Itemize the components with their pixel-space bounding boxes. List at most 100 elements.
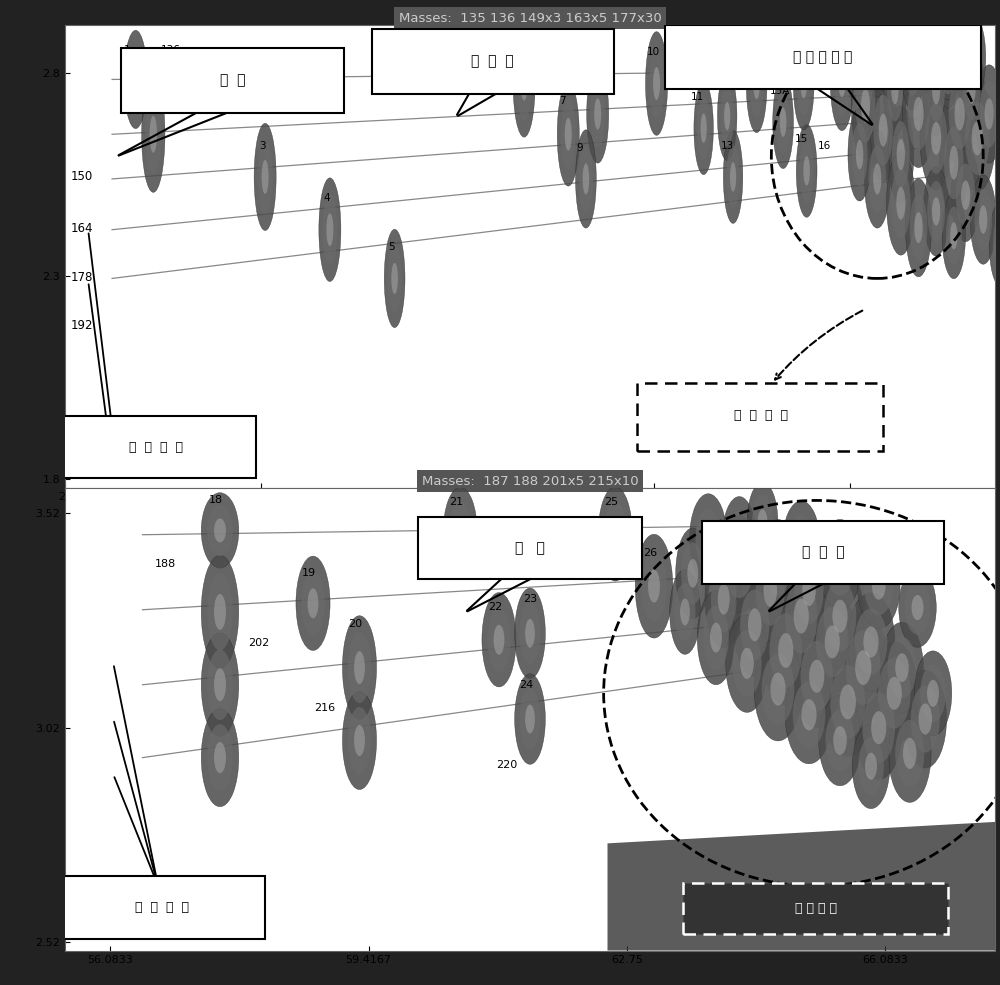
Ellipse shape — [956, 164, 975, 227]
Ellipse shape — [796, 124, 817, 218]
Ellipse shape — [801, 699, 817, 730]
Ellipse shape — [935, 14, 961, 100]
Text: 12: 12 — [718, 80, 731, 90]
Ellipse shape — [932, 197, 940, 226]
Ellipse shape — [846, 630, 881, 705]
Ellipse shape — [961, 180, 970, 210]
Ellipse shape — [687, 558, 698, 588]
Ellipse shape — [907, 78, 930, 151]
Ellipse shape — [576, 130, 596, 229]
Ellipse shape — [868, 146, 886, 213]
Ellipse shape — [561, 98, 576, 169]
Ellipse shape — [950, 223, 958, 249]
Ellipse shape — [726, 615, 768, 712]
Ellipse shape — [726, 145, 740, 209]
Text: 峰  号: 峰 号 — [220, 73, 245, 88]
Ellipse shape — [732, 549, 746, 580]
Ellipse shape — [296, 557, 330, 650]
Ellipse shape — [697, 590, 735, 685]
Ellipse shape — [912, 595, 923, 621]
Ellipse shape — [725, 531, 754, 598]
Ellipse shape — [927, 680, 939, 707]
Ellipse shape — [824, 581, 856, 651]
Ellipse shape — [482, 593, 516, 687]
Text: 6: 6 — [518, 45, 524, 55]
Ellipse shape — [598, 487, 632, 581]
Ellipse shape — [793, 682, 825, 749]
Ellipse shape — [800, 641, 833, 711]
Ellipse shape — [920, 87, 952, 190]
Ellipse shape — [258, 141, 273, 214]
Ellipse shape — [756, 556, 785, 625]
Ellipse shape — [759, 519, 797, 610]
Ellipse shape — [944, 43, 952, 71]
Ellipse shape — [207, 649, 233, 720]
Ellipse shape — [847, 593, 895, 690]
Ellipse shape — [949, 146, 958, 179]
Ellipse shape — [758, 509, 767, 535]
Text: 178: 178 — [71, 271, 93, 284]
Ellipse shape — [878, 658, 911, 729]
Ellipse shape — [520, 689, 540, 750]
Ellipse shape — [710, 623, 722, 653]
Ellipse shape — [902, 60, 935, 167]
Ellipse shape — [879, 113, 888, 147]
Ellipse shape — [874, 44, 881, 70]
Ellipse shape — [939, 28, 957, 87]
Ellipse shape — [911, 686, 940, 753]
Text: 18: 18 — [209, 494, 223, 504]
Ellipse shape — [718, 583, 730, 615]
Ellipse shape — [903, 738, 917, 769]
Text: 15A: 15A — [770, 86, 790, 96]
Ellipse shape — [384, 230, 405, 328]
Text: 202: 202 — [248, 638, 269, 648]
Text: 216: 216 — [314, 702, 335, 712]
Ellipse shape — [872, 572, 886, 600]
Ellipse shape — [909, 51, 916, 80]
FancyBboxPatch shape — [702, 521, 944, 584]
Ellipse shape — [747, 483, 778, 561]
Ellipse shape — [920, 665, 946, 722]
Ellipse shape — [785, 666, 833, 763]
Text: 23: 23 — [523, 594, 537, 604]
Ellipse shape — [864, 130, 890, 229]
Ellipse shape — [838, 613, 889, 722]
Ellipse shape — [675, 583, 695, 641]
Ellipse shape — [825, 709, 855, 771]
Ellipse shape — [773, 76, 793, 168]
Ellipse shape — [753, 68, 760, 99]
Ellipse shape — [785, 579, 818, 653]
Ellipse shape — [515, 588, 545, 679]
Ellipse shape — [718, 516, 761, 614]
Ellipse shape — [681, 543, 704, 604]
Ellipse shape — [906, 178, 931, 277]
Text: 1: 1 — [123, 45, 130, 55]
Ellipse shape — [972, 121, 983, 156]
Ellipse shape — [214, 594, 226, 629]
Ellipse shape — [967, 43, 976, 71]
Ellipse shape — [793, 37, 814, 130]
Ellipse shape — [895, 653, 909, 682]
Ellipse shape — [635, 534, 673, 638]
Ellipse shape — [816, 607, 849, 678]
Text: 14: 14 — [747, 47, 760, 57]
Ellipse shape — [301, 571, 325, 635]
Ellipse shape — [861, 89, 870, 123]
Ellipse shape — [974, 189, 992, 250]
Ellipse shape — [944, 126, 964, 199]
Ellipse shape — [487, 608, 511, 672]
Ellipse shape — [891, 168, 911, 238]
Ellipse shape — [959, 85, 995, 192]
Ellipse shape — [891, 75, 899, 104]
Text: 4: 4 — [324, 193, 330, 203]
Ellipse shape — [762, 654, 794, 724]
Text: 同  系  物: 同 系 物 — [471, 54, 514, 69]
Text: 7: 7 — [559, 96, 566, 105]
Ellipse shape — [915, 44, 922, 70]
Ellipse shape — [525, 619, 535, 648]
Text: 24: 24 — [519, 680, 533, 690]
Ellipse shape — [326, 213, 333, 246]
Ellipse shape — [702, 525, 714, 554]
Ellipse shape — [857, 544, 900, 628]
Ellipse shape — [649, 48, 664, 119]
